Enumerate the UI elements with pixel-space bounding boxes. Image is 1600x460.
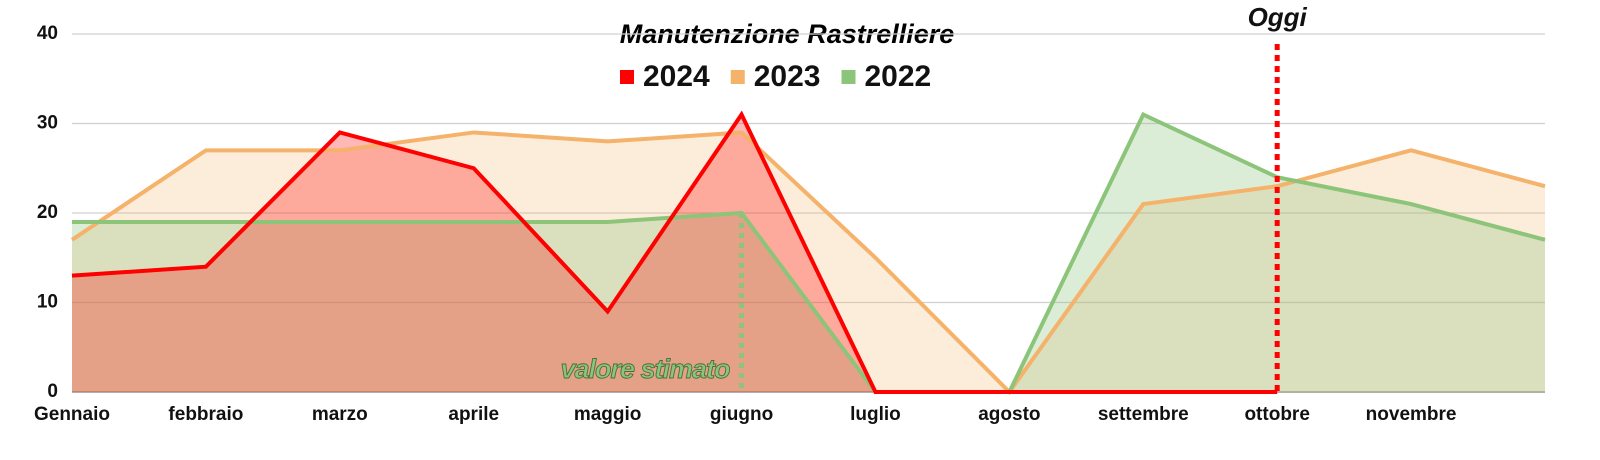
x-tick-label: aprile	[448, 404, 499, 425]
x-tick-label: ottobre	[1244, 404, 1309, 425]
y-tick-label: 20	[37, 202, 58, 223]
x-tick-label: agosto	[978, 404, 1040, 425]
legend-label: 2022	[865, 60, 932, 93]
legend-swatch	[620, 70, 634, 84]
area	[72, 114, 1545, 393]
line	[71, 110, 1278, 394]
today-label: Oggi	[1248, 2, 1308, 32]
y-tick-label: 40	[37, 23, 58, 44]
legend-swatch	[730, 70, 745, 84]
legend: 2024 2023 2022	[620, 60, 931, 93]
x-tick-label: giugno	[710, 404, 773, 425]
x-tick-label: novembre	[1366, 404, 1457, 425]
area	[72, 114, 1278, 393]
area	[72, 132, 1545, 392]
y-tick-label: 10	[37, 292, 58, 313]
y-tick-label: 0	[47, 381, 58, 402]
x-tick-label: maggio	[574, 404, 642, 425]
x-tick-label: Gennaio	[34, 404, 110, 425]
x-tick-label: luglio	[850, 404, 901, 425]
estimate-label: valore stimato	[560, 354, 730, 384]
legend-swatch	[841, 70, 856, 84]
legend-label: 2024	[643, 60, 710, 93]
x-tick-label: settembre	[1098, 404, 1189, 425]
line	[72, 111, 1546, 394]
y-tick-label: 30	[37, 113, 58, 134]
x-tick-label: marzo	[312, 404, 368, 425]
x-tick-label: febbraio	[168, 404, 243, 425]
legend-label: 2023	[754, 60, 821, 93]
